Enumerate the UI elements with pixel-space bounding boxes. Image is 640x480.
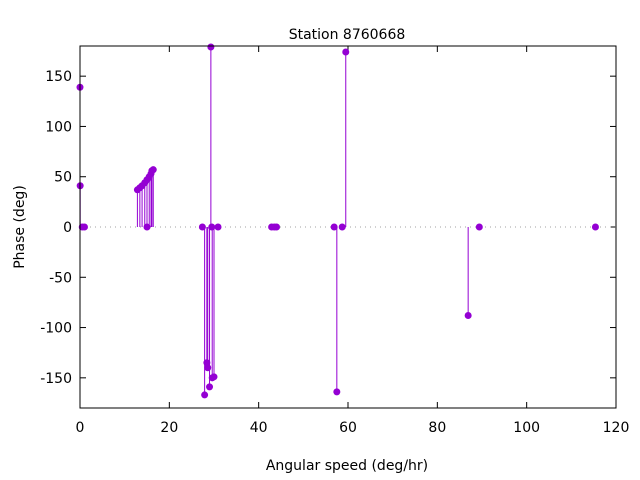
data-point (338, 223, 346, 231)
x-tick-label: 40 (250, 420, 268, 436)
data-point (149, 166, 157, 174)
y-tick-label: -100 (40, 321, 72, 337)
data-point (210, 373, 218, 381)
data-point (475, 223, 483, 231)
data-point (330, 223, 338, 231)
data-point (207, 43, 215, 51)
data-point (464, 311, 472, 319)
data-point (80, 223, 88, 231)
y-tick-label: -150 (40, 371, 72, 387)
y-tick-label: 150 (45, 69, 72, 85)
x-tick-label: 60 (339, 420, 357, 436)
data-point (333, 388, 341, 396)
y-tick-label: -50 (49, 270, 72, 286)
y-tick-label: 100 (45, 119, 72, 135)
data-point (342, 48, 350, 56)
plot-frame (79, 45, 617, 409)
x-tick-label: 100 (513, 420, 540, 436)
y-tick-label: 0 (63, 220, 72, 236)
y-tick-label: 50 (54, 170, 72, 186)
data-point (201, 391, 209, 399)
data-point (591, 223, 599, 231)
x-tick-label: 20 (160, 420, 178, 436)
x-tick-label: 80 (428, 420, 446, 436)
data-point (204, 364, 212, 372)
data-point (214, 223, 222, 231)
data-point (206, 383, 214, 391)
x-tick-label: 0 (76, 420, 85, 436)
chart-title: Station 8760668 (289, 27, 406, 43)
x-tick-label: 120 (603, 420, 630, 436)
data-point (273, 223, 281, 231)
x-axis-label: Angular speed (deg/hr) (266, 458, 428, 474)
y-axis-label: Phase (deg) (12, 185, 28, 269)
